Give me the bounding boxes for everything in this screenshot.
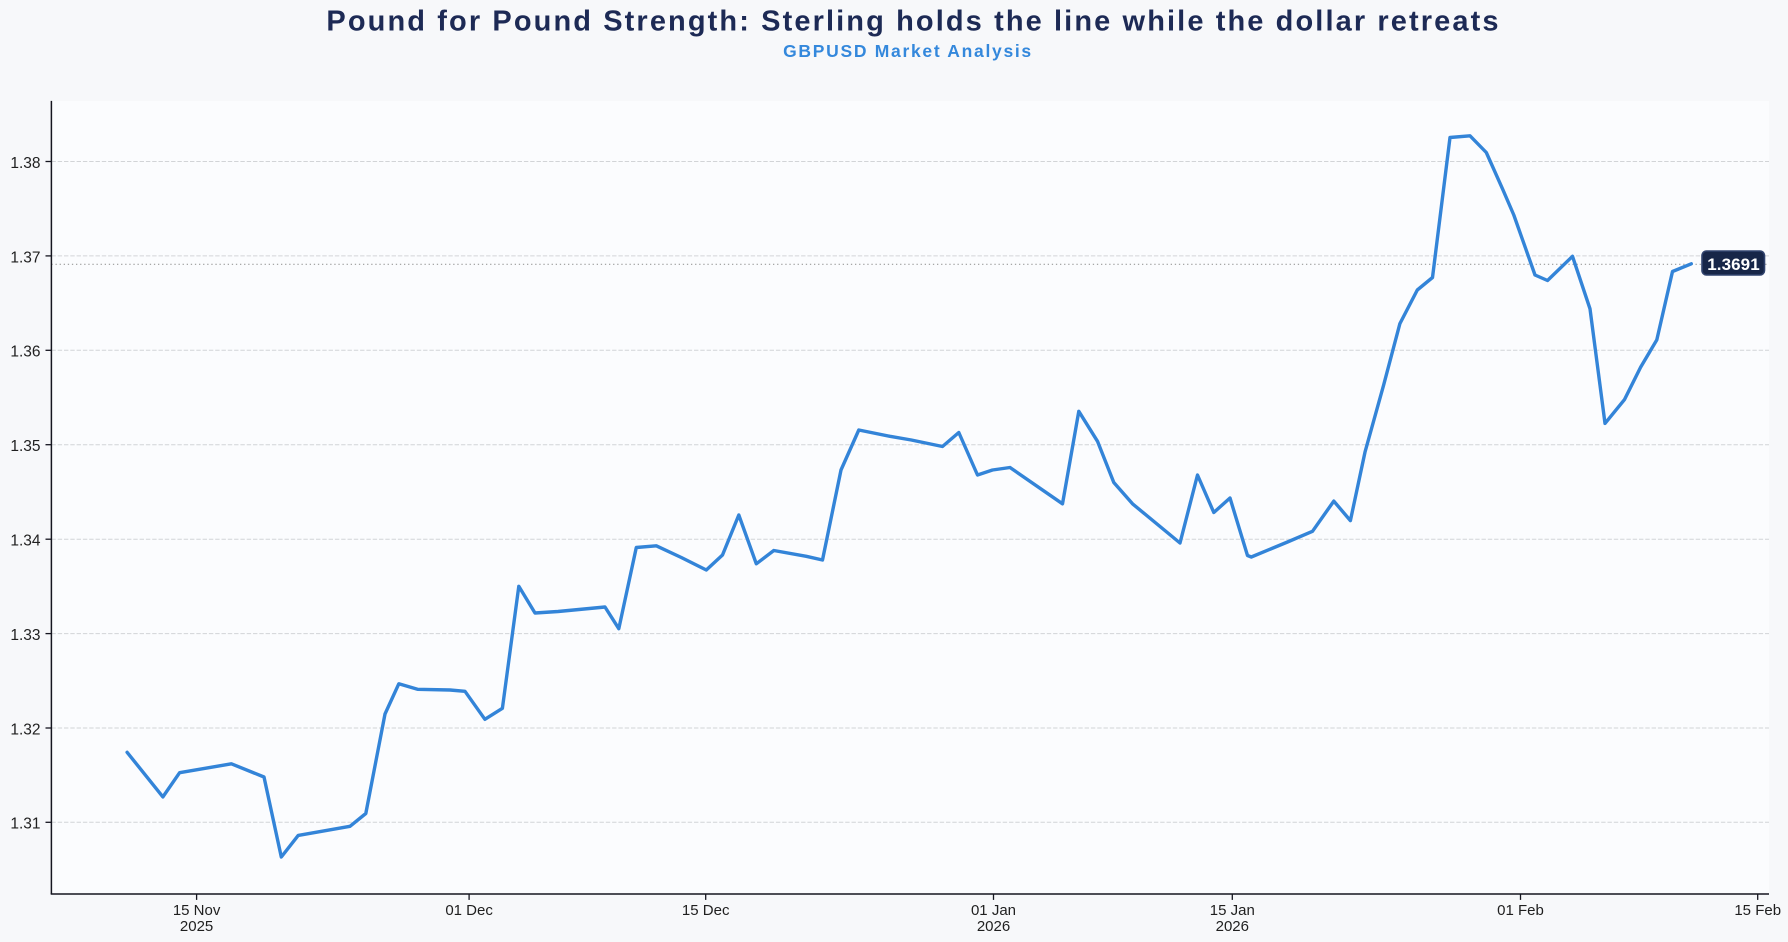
svg-text:01 Dec: 01 Dec bbox=[445, 902, 493, 919]
svg-text:GBPUSD Market Analysis: GBPUSD Market Analysis bbox=[783, 41, 1033, 61]
svg-text:2025: 2025 bbox=[180, 918, 213, 935]
svg-text:1.32: 1.32 bbox=[10, 721, 40, 738]
svg-text:1.3691: 1.3691 bbox=[1707, 255, 1760, 274]
svg-text:1.31: 1.31 bbox=[10, 816, 40, 833]
svg-text:Pound for Pound Strength: Ster: Pound for Pound Strength: Sterling holds… bbox=[326, 6, 1500, 38]
svg-text:01 Jan: 01 Jan bbox=[971, 902, 1016, 919]
svg-text:1.38: 1.38 bbox=[10, 155, 40, 172]
svg-text:2026: 2026 bbox=[1216, 918, 1249, 935]
svg-text:1.34: 1.34 bbox=[10, 533, 41, 550]
svg-text:15 Dec: 15 Dec bbox=[682, 902, 730, 919]
svg-text:01 Feb: 01 Feb bbox=[1497, 902, 1544, 919]
svg-text:15 Jan: 15 Jan bbox=[1210, 902, 1255, 919]
svg-text:1.36: 1.36 bbox=[10, 344, 40, 361]
svg-text:15 Nov: 15 Nov bbox=[173, 902, 221, 919]
svg-text:2026: 2026 bbox=[977, 918, 1010, 935]
svg-text:1.33: 1.33 bbox=[10, 627, 40, 644]
svg-text:1.37: 1.37 bbox=[10, 249, 40, 266]
svg-text:1.35: 1.35 bbox=[10, 438, 40, 455]
svg-text:15 Feb: 15 Feb bbox=[1734, 902, 1781, 919]
